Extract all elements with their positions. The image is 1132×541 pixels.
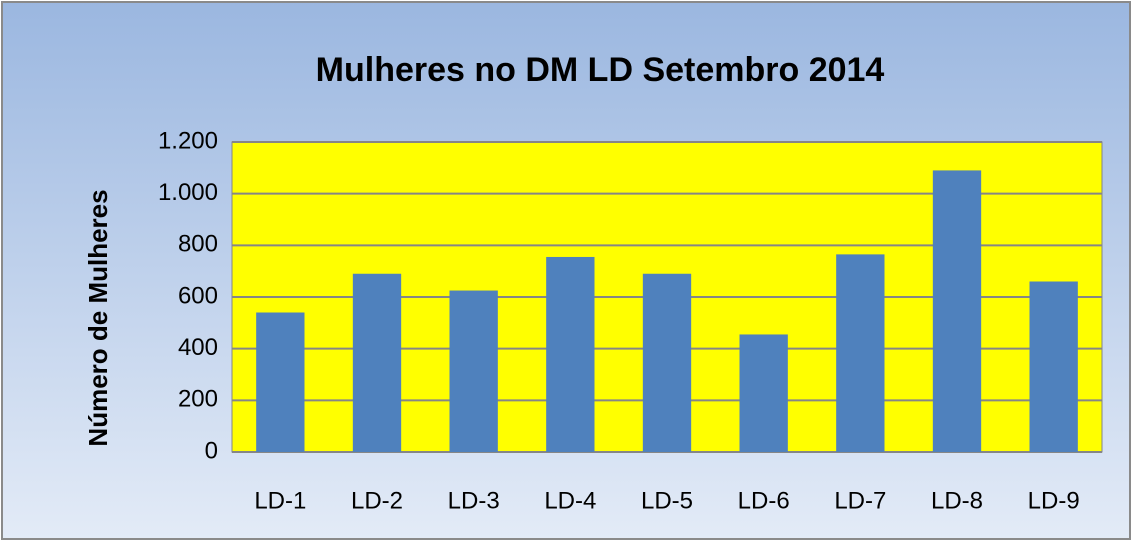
bar	[352, 273, 402, 452]
x-tick-label: LD-7	[834, 487, 886, 514]
y-axis-label: Número de Mulheres	[83, 189, 113, 446]
y-tick-label: 800	[178, 231, 218, 258]
x-tick-label: LD-6	[738, 487, 790, 514]
x-tick-label: LD-4	[544, 487, 596, 514]
y-tick-label: 1.000	[158, 179, 218, 206]
bar	[932, 170, 982, 452]
y-tick-label: 200	[178, 386, 218, 413]
x-tick-label: LD-2	[351, 487, 403, 514]
x-tick-label: LD-3	[448, 487, 500, 514]
bar	[642, 273, 692, 452]
bar	[739, 334, 788, 452]
bar	[256, 312, 305, 452]
y-tick-label: 1.200	[158, 127, 218, 154]
bar	[836, 254, 885, 452]
y-tick-label: 600	[178, 282, 218, 309]
x-tick-label: LD-8	[931, 487, 983, 514]
bar	[546, 256, 595, 452]
bar	[1029, 281, 1078, 452]
y-tick-label: 0	[205, 437, 218, 464]
x-tick-label: LD-5	[641, 487, 693, 514]
y-tick-label: 400	[178, 334, 218, 361]
x-tick-label: LD-9	[1028, 487, 1080, 514]
x-tick-label: LD-1	[254, 487, 306, 514]
chart-title: Mulheres no DM LD Setembro 2014	[316, 51, 885, 89]
bar	[449, 290, 498, 452]
